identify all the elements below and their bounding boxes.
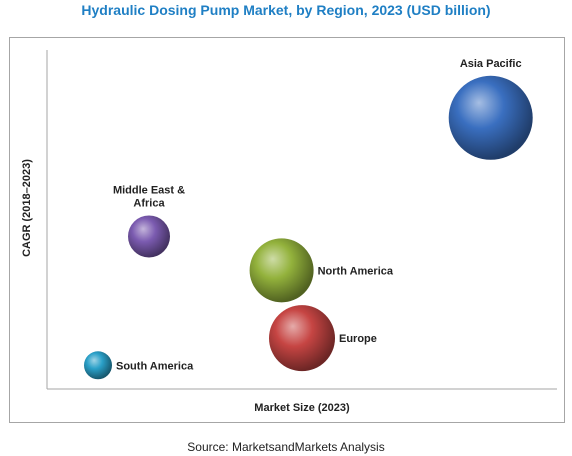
chart-frame <box>9 37 565 423</box>
bubble-label-north-america: North America <box>318 265 394 277</box>
bubble-middle-east-and-africa <box>128 215 170 258</box>
chart-title: Hydraulic Dosing Pump Market, by Region,… <box>81 2 491 18</box>
source-note: Source: MarketsandMarkets Analysis <box>187 440 385 454</box>
bubble-europe <box>269 305 335 372</box>
bubble-south-america <box>84 351 112 380</box>
bubble-label-middle-east-and-africa-line-2: Africa <box>133 197 165 209</box>
y-axis-label: CAGR (2018–2023) <box>21 159 33 257</box>
x-axis-label: Market Size (2023) <box>254 402 350 414</box>
bubble-label-middle-east-and-africa-line-1: Middle East & <box>113 184 185 196</box>
bubble-label-asia-pacific: Asia Pacific <box>460 58 522 70</box>
bubble-label-south-america: South America <box>116 360 194 372</box>
bubble-label-europe: Europe <box>339 333 377 345</box>
bubble-asia-pacific <box>448 75 533 160</box>
bubble-north-america <box>249 238 314 303</box>
